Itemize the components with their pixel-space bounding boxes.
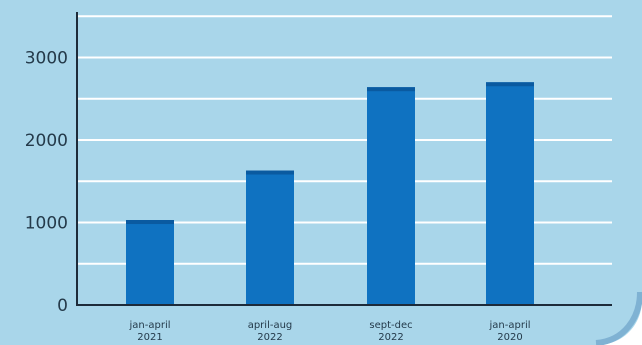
bar-rect	[126, 220, 174, 305]
x-tick-label: sept-dec 2022	[369, 320, 412, 343]
bar-cap	[126, 220, 174, 225]
y-tick-label: 2000	[25, 131, 68, 151]
x-tick-label: jan-april 2021	[129, 320, 171, 343]
bar-2	[246, 170, 294, 305]
y-tick-label: 3000	[25, 49, 68, 69]
x-tick-labels: jan-april 2021 april-aug 2022 sept-dec 2022 ja…	[129, 320, 531, 343]
bar-rect	[367, 87, 415, 305]
bar-rect	[486, 82, 534, 305]
bar-cap	[486, 82, 534, 87]
y-tick-label: 0	[57, 296, 68, 316]
bar-4	[486, 82, 534, 305]
bar-cap	[367, 87, 415, 92]
bar-cap	[246, 170, 294, 175]
y-tick-label: 1000	[25, 214, 68, 234]
bars	[126, 82, 534, 305]
bar-rect	[246, 170, 294, 305]
bar-1	[126, 220, 174, 305]
x-tick-label: april-aug 2022	[248, 320, 293, 343]
bar-3	[367, 87, 415, 305]
x-tick-label: jan-april 2020	[489, 320, 531, 343]
panel-edge-accent	[595, 291, 642, 345]
y-tick-labels: 0 1000 2000 3000	[25, 49, 68, 317]
